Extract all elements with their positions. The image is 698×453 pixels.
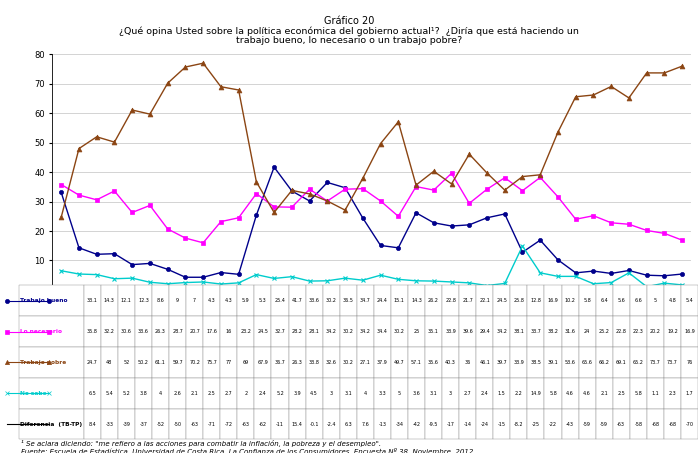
Text: ¹ Se aclara diciendo: "me refiero a las acciones para combatir la inflación, la : ¹ Se aclara diciendo: "me refiero a las … xyxy=(21,440,381,447)
Text: Fuente: Escuela de Estadística, Universidad de Costa Rica. La Confianza de los C: Fuente: Escuela de Estadística, Universi… xyxy=(21,448,475,453)
Text: trabajo bueno, lo necesario o un trabajo pobre?: trabajo bueno, lo necesario o un trabajo… xyxy=(236,36,462,45)
Text: Gráfico 20: Gráfico 20 xyxy=(324,16,374,26)
Text: ¿Qué opina Usted sobre la política económica del gobierno actual¹?  ¿Diría que e: ¿Qué opina Usted sobre la política econó… xyxy=(119,26,579,36)
